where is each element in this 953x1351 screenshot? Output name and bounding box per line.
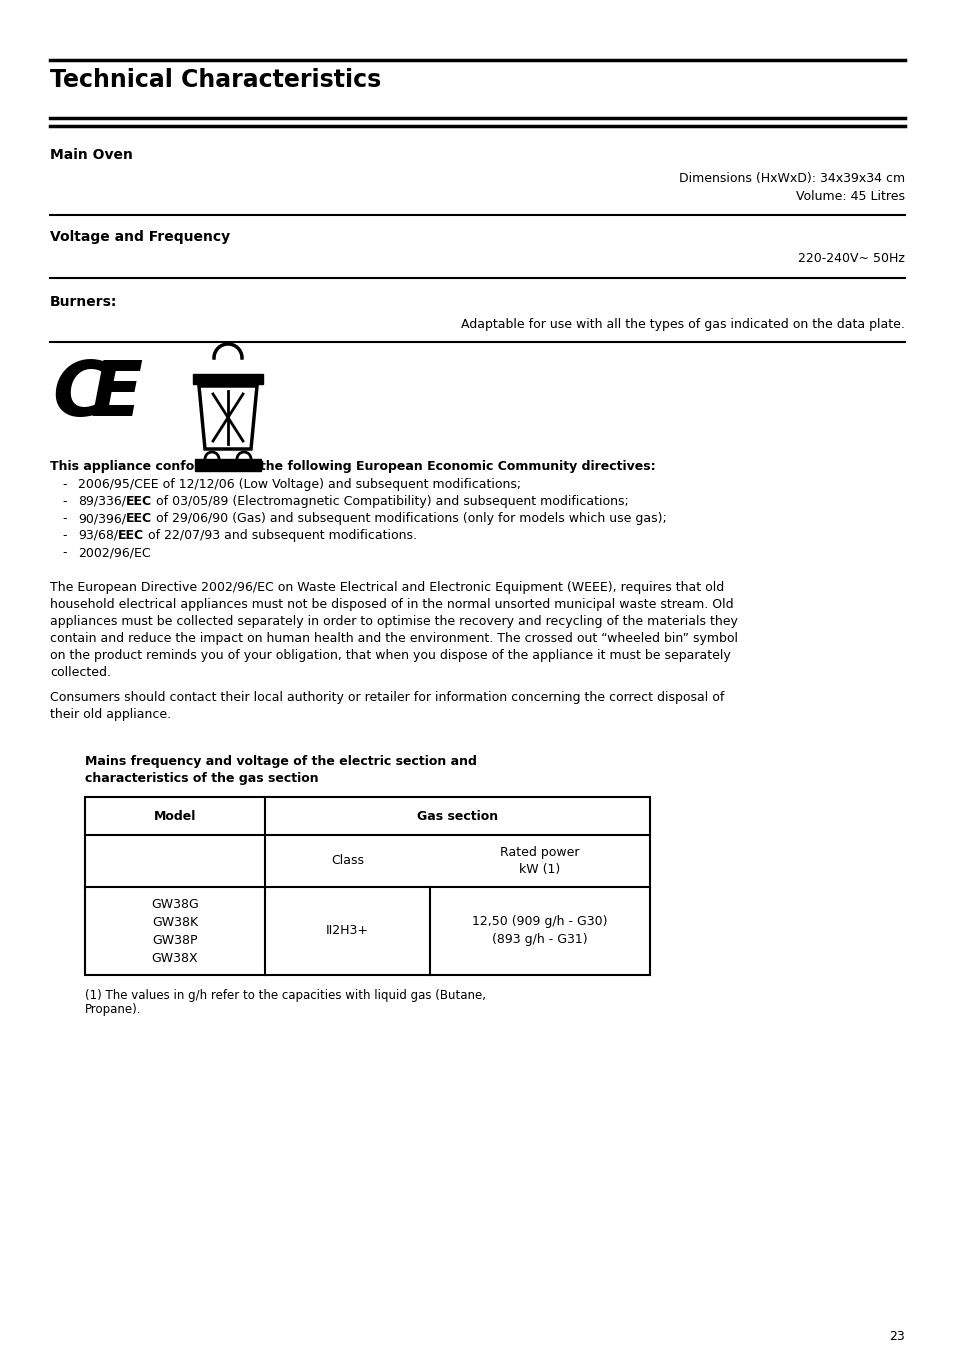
Text: of 03/05/89 (Electromagnetic Compatibility) and subsequent modifications;: of 03/05/89 (Electromagnetic Compatibili… — [152, 494, 628, 508]
Text: -: - — [62, 512, 67, 526]
Bar — [85, 797, 649, 975]
Text: -: - — [62, 530, 67, 542]
Text: -: - — [62, 478, 67, 490]
Text: This appliance conforms with the following European Economic Community directive: This appliance conforms with the followi… — [50, 459, 655, 473]
Text: EEC: EEC — [126, 512, 152, 526]
Text: Class: Class — [331, 854, 364, 867]
Text: 220-240V~ 50Hz: 220-240V~ 50Hz — [798, 253, 904, 265]
Bar — [193, 374, 263, 384]
Text: C: C — [52, 358, 108, 432]
Text: 23: 23 — [888, 1329, 904, 1343]
Text: 90/396/: 90/396/ — [78, 512, 126, 526]
Text: characteristics of the gas section: characteristics of the gas section — [85, 771, 318, 785]
Bar — [194, 459, 261, 471]
Text: Burners:: Burners: — [50, 295, 117, 309]
Text: Dimensions (HxWxD): 34x39x34 cm: Dimensions (HxWxD): 34x39x34 cm — [679, 172, 904, 185]
Text: appliances must be collected separately in order to optimise the recovery and re: appliances must be collected separately … — [50, 615, 737, 628]
Text: 2002/96/EC: 2002/96/EC — [78, 546, 151, 559]
Text: Technical Characteristics: Technical Characteristics — [50, 68, 381, 92]
Text: E: E — [90, 358, 142, 432]
Text: EEC: EEC — [118, 530, 144, 542]
Text: -: - — [62, 546, 67, 559]
Text: household electrical appliances must not be disposed of in the normal unsorted m: household electrical appliances must not… — [50, 598, 733, 611]
Text: Propane).: Propane). — [85, 1002, 141, 1016]
Text: contain and reduce the impact on human health and the environment. The crossed o: contain and reduce the impact on human h… — [50, 632, 738, 644]
Text: Rated power
kW (1): Rated power kW (1) — [499, 846, 579, 875]
Text: Gas section: Gas section — [416, 809, 497, 823]
Text: Volume: 45 Litres: Volume: 45 Litres — [795, 190, 904, 203]
Text: on the product reminds you of your obligation, that when you dispose of the appl: on the product reminds you of your oblig… — [50, 648, 730, 662]
Text: 93/68/: 93/68/ — [78, 530, 118, 542]
Text: Consumers should contact their local authority or retailer for information conce: Consumers should contact their local aut… — [50, 690, 723, 704]
Text: 2006/95/CEE of 12/12/06 (Low Voltage) and subsequent modifications;: 2006/95/CEE of 12/12/06 (Low Voltage) an… — [78, 478, 520, 490]
Text: (1) The values in g/h refer to the capacities with liquid gas (Butane,: (1) The values in g/h refer to the capac… — [85, 989, 485, 1002]
Text: Adaptable for use with all the types of gas indicated on the data plate.: Adaptable for use with all the types of … — [460, 317, 904, 331]
Text: II2H3+: II2H3+ — [326, 924, 369, 938]
Text: Voltage and Frequency: Voltage and Frequency — [50, 230, 230, 245]
Text: The European Directive 2002/96/EC on Waste Electrical and Electronic Equipment (: The European Directive 2002/96/EC on Was… — [50, 581, 723, 594]
Text: of 22/07/93 and subsequent modifications.: of 22/07/93 and subsequent modifications… — [144, 530, 416, 542]
Text: Mains frequency and voltage of the electric section and: Mains frequency and voltage of the elect… — [85, 755, 477, 767]
Text: -: - — [62, 494, 67, 508]
Text: collected.: collected. — [50, 666, 111, 680]
Text: EEC: EEC — [126, 494, 152, 508]
Text: 12,50 (909 g/h - G30)
(893 g/h - G31): 12,50 (909 g/h - G30) (893 g/h - G31) — [472, 916, 607, 947]
Text: their old appliance.: their old appliance. — [50, 708, 171, 721]
Text: Main Oven: Main Oven — [50, 149, 132, 162]
Text: Model: Model — [153, 809, 196, 823]
Text: 89/336/: 89/336/ — [78, 494, 126, 508]
Text: of 29/06/90 (Gas) and subsequent modifications (only for models which use gas);: of 29/06/90 (Gas) and subsequent modific… — [152, 512, 666, 526]
Text: GW38G
GW38K
GW38P
GW38X: GW38G GW38K GW38P GW38X — [151, 897, 198, 965]
